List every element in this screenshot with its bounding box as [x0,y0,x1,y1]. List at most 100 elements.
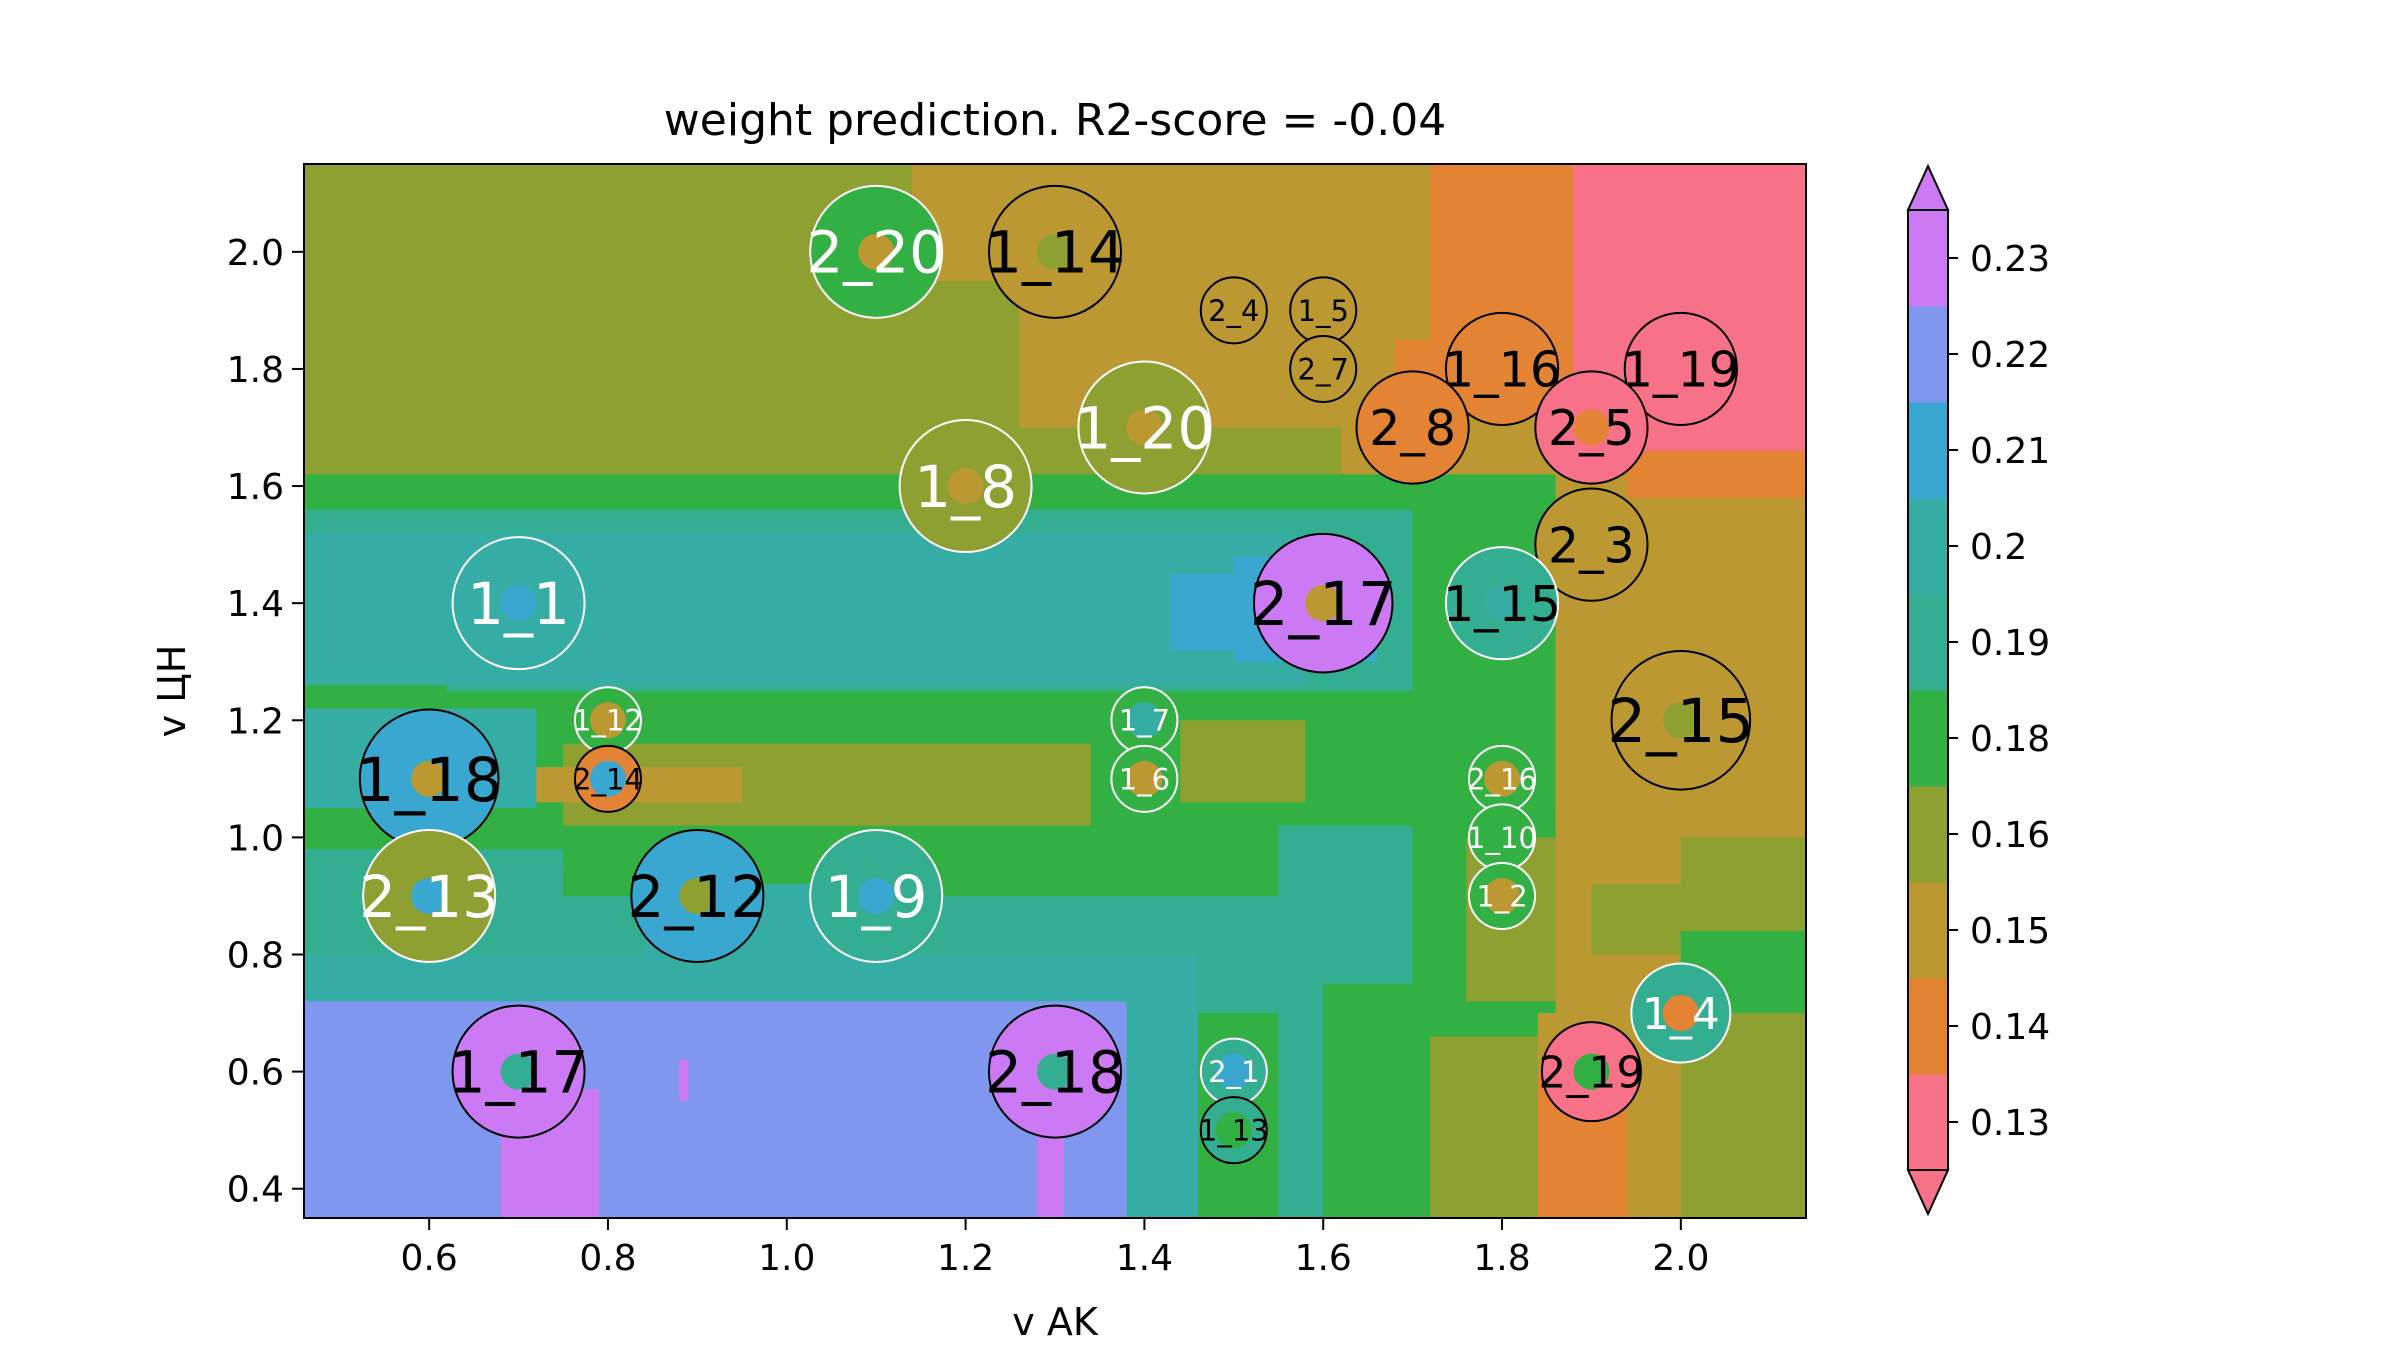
data-point: 1_5 [1289,276,1358,345]
colorbar-segment [1908,978,1948,1075]
point-label: 1_18 [356,745,503,816]
colorbar-segment [1908,786,1948,883]
data-point: 1_19 [1622,311,1740,427]
data-point: 1_8 [898,419,1033,554]
point-label: 1_1 [467,570,570,638]
data-points: 2_20 1_14 2_4 1_5 2_7 1_16 1_19 2_8 2_5 1_20 1_8 2_… [356,184,1754,1165]
x-tick-label: 0.6 [401,1238,458,1279]
point-label: 2_14 [573,762,643,796]
colorbar-segment [1908,306,1948,403]
colorbar-tick-label: 0.14 [1970,1007,2050,1048]
point-label: 2_12 [628,863,768,931]
point-inner-marker [1484,877,1521,914]
point-label: 1_12 [573,704,643,738]
point-label: 1_16 [1443,342,1561,399]
point-label: 2_4 [1208,294,1259,328]
point-inner-marker [1037,233,1073,270]
data-point: 1_1 [451,536,586,671]
data-point: 1_18 [356,708,503,850]
point-label: 2_8 [1369,400,1456,457]
point-inner-marker [1573,526,1610,563]
y-axis-label: v ЦН [150,645,194,738]
point-inner-marker [411,877,448,914]
data-point: 2_13 [359,828,499,963]
data-point: 2_17 [1250,532,1397,674]
colorbar-min-arrow [1906,1169,1950,1217]
point-label: 1_20 [1075,394,1215,462]
data-point: 2_20 [806,184,946,319]
data-point: 2_1 [1199,1037,1268,1106]
x-tick-label: 1.2 [937,1238,994,1279]
point-inner-marker [1037,1053,1073,1090]
x-tick-label: 1.8 [1473,1238,1530,1279]
data-point: 1_16 [1443,311,1561,427]
point-label: 2_19 [1538,1047,1644,1098]
colorbar-segment [1908,402,1948,499]
contour-region [1126,1001,1199,1218]
data-point: 2_8 [1355,370,1470,485]
data-point: 1_7 [1110,686,1179,755]
contour-region [679,1059,689,1101]
y-tick-label: 0.4 [227,1170,284,1211]
point-label: 1_7 [1119,704,1170,738]
data-point: 1_15 [1443,546,1561,661]
data-point: 1_13 [1199,1096,1269,1165]
colorbar-segment [1908,1074,1948,1171]
data-point: 2_12 [628,828,768,963]
point-label: 1_10 [1467,821,1537,855]
data-point: 2_15 [1607,649,1754,791]
x-tick-label: 0.8 [579,1238,636,1279]
chart-title: weight prediction. R2-score = -0.04 [664,95,1446,146]
point-inner-marker [858,877,895,914]
y-tick-label: 0.8 [227,936,284,977]
point-inner-marker [589,760,626,797]
data-point: 2_19 [1538,1021,1644,1123]
point-label: 1_8 [914,453,1017,521]
data-point: 2_3 [1534,487,1649,602]
point-inner-marker [1305,350,1342,387]
point-label: 1_19 [1622,342,1740,399]
colorbar-tick-label: 0.22 [1970,335,2050,376]
point-label: 1_13 [1199,1114,1269,1148]
x-axis: 0.6 0.8 1.0 1.2 1.4 1.6 1.8 2.0 [401,1218,1709,1279]
data-point: 1_2 [1468,861,1537,930]
x-tick-label: 1.6 [1295,1238,1352,1279]
y-tick-label: 0.6 [227,1053,284,1094]
colorbar-tick-label: 0.15 [1970,911,2050,952]
colorbar-segment [1908,210,1948,307]
contour-region [1680,837,1806,885]
point-inner-marker [1126,409,1163,446]
data-point: 2_16 [1467,744,1537,813]
data-point: 1_10 [1467,803,1537,872]
point-label: 1_17 [449,1038,589,1106]
point-label: 1_15 [1443,576,1561,633]
colorbar-tick-label: 0.16 [1970,815,2050,856]
point-label: 2_5 [1548,400,1635,457]
point-inner-marker [1484,350,1521,387]
data-point: 2_7 [1289,334,1358,403]
point-label: 1_14 [985,219,1125,287]
data-point: 2_4 [1199,276,1268,345]
point-inner-marker [589,702,626,739]
data-point: 1_9 [809,828,944,963]
point-inner-marker [1662,350,1699,387]
point-inner-marker [411,760,448,797]
data-point: 2_14 [573,744,643,813]
y-tick-label: 1.8 [227,350,284,391]
x-tick-label: 2.0 [1652,1238,1709,1279]
point-inner-marker [1484,760,1521,797]
point-inner-marker [1215,292,1252,329]
colorbar-tick-label: 0.23 [1970,239,2050,280]
x-axis-label: v AK [1012,1300,1099,1344]
point-label: 1_5 [1298,294,1349,328]
point-inner-marker [1305,585,1342,622]
point-inner-marker [1662,995,1699,1032]
colorbar-frame [1907,209,1949,1171]
point-inner-marker [1573,409,1610,446]
point-label: 2_15 [1607,686,1754,757]
point-label: 2_1 [1208,1055,1259,1089]
point-inner-marker [1662,702,1699,739]
point-inner-marker [1126,702,1163,739]
point-inner-marker [1484,585,1521,622]
